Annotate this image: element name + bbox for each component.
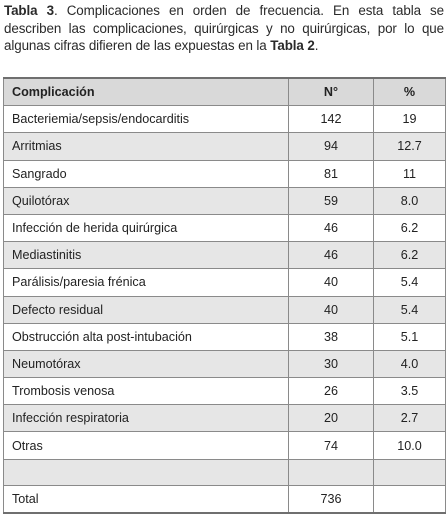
row-name: Defecto residual	[3, 295, 289, 324]
row-n: 20	[288, 404, 374, 433]
row-n: 30	[288, 349, 374, 379]
total-label: Total	[3, 484, 289, 514]
row-pct: 4.0	[373, 349, 446, 379]
row-name: Quilotórax	[3, 186, 289, 215]
row-name: Otras	[3, 431, 289, 460]
row-n: 26	[288, 377, 374, 406]
table-row: Arritmias 94 12.7	[3, 132, 446, 161]
complications-table: Complicación N° % Bacteriemia/sepsis/end…	[3, 77, 446, 514]
row-name: Sangrado	[3, 159, 289, 188]
row-n: 40	[288, 268, 374, 297]
total-pct	[373, 484, 446, 514]
table-row: Sangrado 81 11	[3, 159, 446, 188]
row-pct: 6.2	[373, 241, 446, 270]
row-pct: 2.7	[373, 404, 446, 433]
empty-cell	[288, 458, 374, 486]
empty-cell	[3, 458, 289, 486]
row-pct: 19	[373, 105, 446, 134]
row-pct: 5.4	[373, 295, 446, 324]
row-n: 94	[288, 132, 374, 161]
table-row: Trombosis venosa 26 3.5	[3, 377, 446, 406]
header-row: Complicación N° %	[3, 77, 446, 107]
table-row: Quilotórax 59 8.0	[3, 186, 446, 215]
row-name: Infección de herida quirúrgica	[3, 213, 289, 243]
table-row: Obstrucción alta post-intubación 38 5.1	[3, 322, 446, 351]
caption-table-ref: Tabla 2	[270, 38, 315, 53]
caption-label: Tabla 3	[4, 3, 54, 18]
row-n: 40	[288, 295, 374, 324]
row-pct: 5.1	[373, 322, 446, 351]
row-pct: 12.7	[373, 132, 446, 161]
row-name: Infección respiratoria	[3, 404, 289, 433]
empty-row	[3, 458, 446, 486]
table-row: Infección de herida quirúrgica 46 6.2	[3, 213, 446, 243]
row-name: Arritmias	[3, 132, 289, 161]
table-row: Otras 74 10.0	[3, 431, 446, 460]
header-percent: %	[373, 77, 446, 107]
row-pct: 6.2	[373, 213, 446, 243]
header-n: N°	[288, 77, 374, 107]
row-n: 38	[288, 322, 374, 351]
table-row: Infección respiratoria 20 2.7	[3, 404, 446, 433]
row-name: Neumotórax	[3, 349, 289, 379]
row-pct: 11	[373, 159, 446, 188]
row-name: Parálisis/paresia frénica	[3, 268, 289, 297]
row-n: 46	[288, 241, 374, 270]
table-caption: Tabla 3. Complicaciones en orden de frec…	[4, 2, 444, 55]
total-n: 736	[288, 484, 374, 514]
row-name: Bacteriemia/sepsis/endocarditis	[3, 105, 289, 134]
row-pct: 8.0	[373, 186, 446, 215]
table-row: Defecto residual 40 5.4	[3, 295, 446, 324]
caption-text: . Complicaciones en orden de frecuencia.…	[4, 3, 444, 53]
row-n: 81	[288, 159, 374, 188]
table-row: Mediastinitis 46 6.2	[3, 241, 446, 270]
row-pct: 10.0	[373, 431, 446, 460]
row-n: 142	[288, 105, 374, 134]
header-complicacion: Complicación	[3, 77, 289, 107]
row-pct: 5.4	[373, 268, 446, 297]
row-n: 74	[288, 431, 374, 460]
row-name: Trombosis venosa	[3, 377, 289, 406]
row-name: Mediastinitis	[3, 241, 289, 270]
empty-cell	[373, 458, 446, 486]
caption-end: .	[314, 38, 319, 53]
table-row: Neumotórax 30 4.0	[3, 349, 446, 379]
row-pct: 3.5	[373, 377, 446, 406]
row-name: Obstrucción alta post-intubación	[3, 322, 289, 351]
row-n: 59	[288, 186, 374, 215]
table-row: Parálisis/paresia frénica 40 5.4	[3, 268, 446, 297]
table-row: Bacteriemia/sepsis/endocarditis 142 19	[3, 105, 446, 134]
row-n: 46	[288, 213, 374, 243]
total-row: Total 736	[3, 484, 446, 514]
